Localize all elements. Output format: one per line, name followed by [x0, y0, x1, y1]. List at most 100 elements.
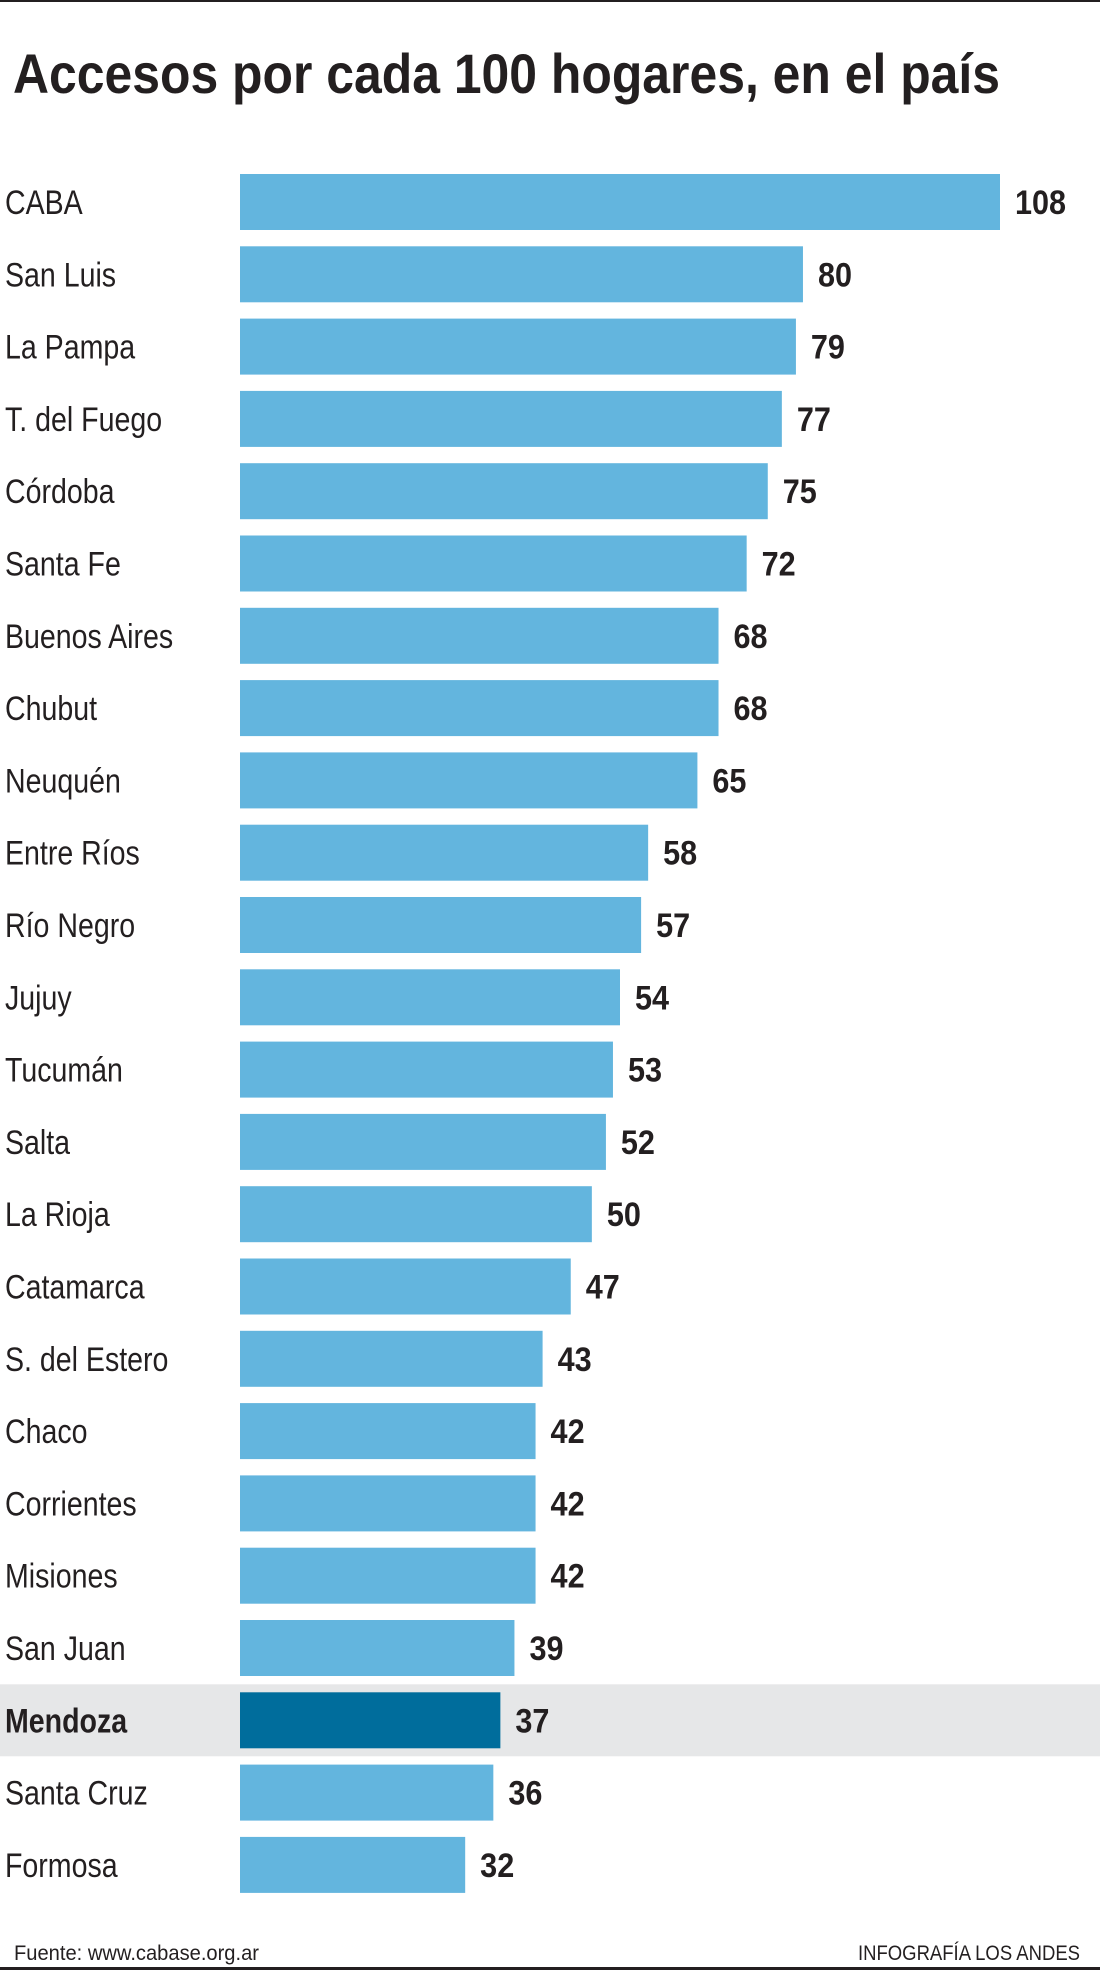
bar-row: CABA 108	[5, 174, 1066, 230]
category-label: Tucumán	[5, 1051, 123, 1089]
category-label: Entre Ríos	[5, 834, 140, 872]
bar-row: San Luis 80	[5, 246, 852, 303]
bar	[240, 1186, 592, 1243]
category-label: Río Negro	[5, 907, 135, 945]
bar-row: La Pampa 79	[5, 318, 845, 375]
category-label: Chaco	[5, 1413, 88, 1451]
bars-group: CABA 108 San Luis 80 La Pampa 79 T. del Fuego 7…	[0, 174, 1100, 1893]
category-label: Santa Cruz	[5, 1774, 148, 1812]
value-label: 47	[586, 1268, 620, 1306]
category-label: San Luis	[5, 256, 116, 294]
value-label: 79	[811, 328, 845, 366]
bar	[240, 246, 803, 303]
bar	[240, 1764, 494, 1821]
bar	[240, 463, 768, 520]
bar	[240, 1692, 501, 1749]
category-label: Chubut	[5, 690, 97, 728]
bar-row: La Rioja 50	[5, 1186, 641, 1243]
bar-row: Jujuy 54	[5, 969, 669, 1026]
bar-row: Misiones 42	[5, 1547, 585, 1604]
bar	[240, 1113, 606, 1170]
bar	[240, 824, 649, 881]
value-label: 77	[797, 400, 831, 438]
category-label: La Pampa	[5, 328, 136, 366]
bar	[240, 1041, 613, 1098]
bar	[240, 1547, 536, 1604]
category-label: Mendoza	[5, 1702, 128, 1740]
value-label: 42	[551, 1485, 585, 1523]
bar	[240, 1836, 466, 1893]
value-label: 42	[551, 1413, 585, 1451]
value-label: 42	[551, 1557, 585, 1595]
bar	[240, 969, 620, 1026]
bar	[240, 1620, 515, 1676]
bar	[240, 535, 747, 592]
value-label: 36	[508, 1774, 542, 1812]
bar-row: Mendoza 37	[0, 1684, 1100, 1757]
top-rule	[0, 0, 1100, 2]
highlight-band	[0, 1684, 1100, 1757]
bar-row: Catamarca 47	[5, 1258, 620, 1315]
category-label: CABA	[5, 184, 83, 222]
bar-row: Corrientes 42	[5, 1475, 585, 1532]
bar-row: Chaco 42	[5, 1403, 585, 1460]
category-label: Corrientes	[5, 1485, 137, 1523]
bar-row: Santa Fe 72	[5, 535, 796, 592]
category-label: Santa Fe	[5, 545, 121, 583]
value-label: 50	[607, 1196, 641, 1234]
value-label: 108	[1015, 184, 1066, 222]
source-note: Fuente: www.cabase.org.ar	[14, 1942, 259, 1965]
value-label: 68	[734, 617, 768, 655]
value-label: 65	[712, 762, 746, 800]
category-label: Catamarca	[5, 1268, 145, 1306]
category-label: San Juan	[5, 1630, 126, 1668]
bar	[240, 1258, 571, 1315]
bar-row: Salta 52	[5, 1113, 655, 1170]
value-label: 39	[529, 1630, 563, 1668]
bar-row: San Juan 39	[5, 1620, 563, 1676]
category-label: Neuquén	[5, 762, 121, 800]
category-label: Córdoba	[5, 473, 115, 511]
bottom-rule	[0, 1967, 1100, 1970]
bar-row: Tucumán 53	[5, 1041, 662, 1098]
bar	[240, 174, 1000, 230]
bar-row: Buenos Aires 68	[5, 607, 768, 664]
bar	[240, 897, 642, 953]
category-label: T. del Fuego	[5, 401, 162, 439]
bar-row: Córdoba 75	[5, 463, 817, 520]
category-label: S. del Estero	[5, 1340, 168, 1378]
bar-row: Formosa 32	[5, 1836, 514, 1893]
value-label: 52	[621, 1123, 655, 1161]
bar	[240, 607, 719, 664]
category-label: Misiones	[5, 1557, 118, 1595]
value-label: 57	[656, 907, 690, 945]
category-label: Formosa	[5, 1847, 118, 1885]
value-label: 58	[663, 834, 697, 872]
value-label: 32	[480, 1846, 514, 1884]
bar-row: Neuquén 65	[5, 752, 746, 809]
bar-row: Chubut 68	[5, 680, 768, 737]
value-label: 80	[818, 256, 852, 294]
bar-row: Entre Ríos 58	[5, 824, 697, 881]
bar	[240, 1330, 543, 1387]
value-label: 53	[628, 1051, 662, 1089]
chart-title: Accesos por cada 100 hogares, en el país	[13, 42, 1000, 105]
bar	[240, 680, 719, 737]
value-label: 54	[635, 979, 669, 1017]
category-label: La Rioja	[5, 1196, 110, 1234]
credit-note: INFOGRAFÍA LOS ANDES	[858, 1942, 1080, 1965]
bar-row: Santa Cruz 36	[5, 1764, 542, 1821]
value-label: 68	[734, 690, 768, 728]
bar-row: T. del Fuego 77	[5, 390, 831, 447]
bar-row: Río Negro 57	[5, 897, 690, 953]
value-label: 75	[783, 473, 817, 511]
category-label: Jujuy	[5, 979, 72, 1017]
category-label: Salta	[5, 1124, 71, 1162]
bar	[240, 752, 698, 809]
value-label: 72	[762, 545, 796, 583]
bar-row: S. del Estero 43	[5, 1330, 592, 1387]
category-label: Buenos Aires	[5, 617, 173, 655]
value-label: 43	[558, 1340, 592, 1378]
